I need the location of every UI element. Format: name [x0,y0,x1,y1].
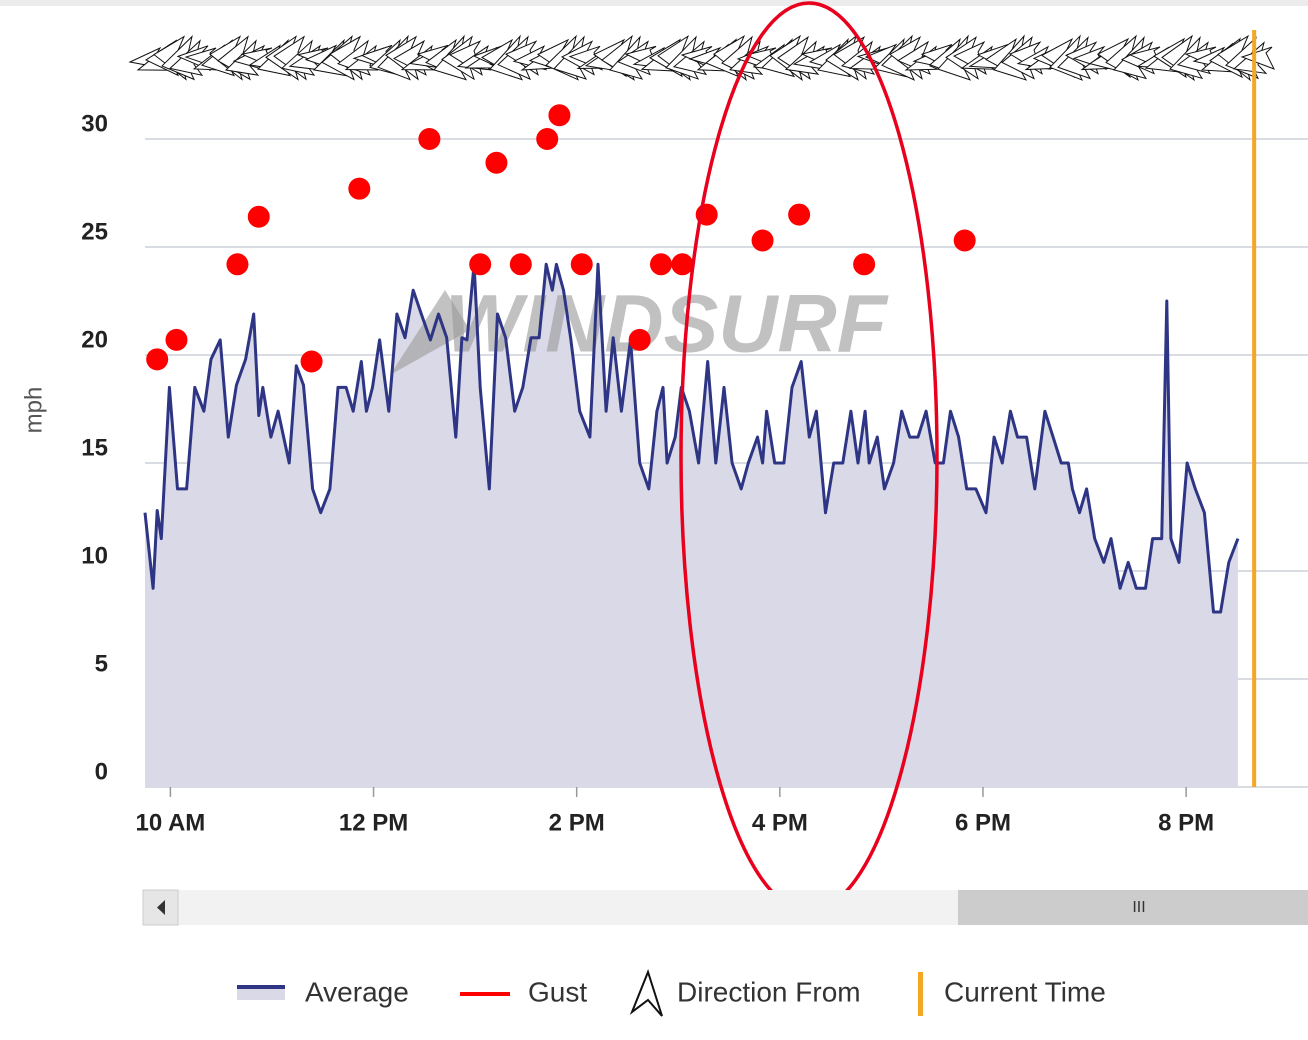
gust-point [509,253,532,276]
gust-point [485,151,508,174]
gust-point [418,128,441,150]
x-tick-label: 4 PM [752,809,808,836]
watermark: WINDSURF [445,279,889,370]
gust-point [247,205,270,228]
gust-point [536,128,559,150]
scroll-left-arrow [157,900,165,915]
gust-point [853,253,876,276]
gust-point [628,328,651,351]
x-tick-label: 10 AM [135,809,205,836]
y-axis-label: mph [20,387,47,434]
y-tick-label: 20 [81,326,108,353]
y-tick-label: 15 [81,434,108,461]
x-tick-label: 6 PM [955,809,1011,836]
legend-swatch-average[interactable] [237,986,285,1000]
scrollbar: III [142,889,1308,926]
gust-point [649,253,672,276]
legend: Average Gust Direction From Current Time [237,969,1106,1017]
direction-arrow [1240,46,1276,70]
scroll-thumb[interactable] [958,890,1308,925]
gust-point [548,104,571,127]
gust-point [671,253,694,276]
direction-arrows [128,34,1276,82]
y-tick-label: 30 [81,110,108,137]
gust-point [751,229,774,252]
y-tick-label: 0 [95,758,108,785]
watermark-shape [390,290,470,375]
legend-label[interactable]: Average [305,976,409,1007]
scroll-grip: III [1132,899,1145,916]
gust-point [348,177,371,200]
gust-point [300,350,323,373]
gust-point [570,253,593,276]
top-strip [0,0,1308,6]
legend-label[interactable]: Gust [528,976,587,1007]
legend-arrow-icon [629,969,663,1017]
legend-current-time [918,972,923,1016]
x-tick-label: 2 PM [549,809,605,836]
gust-point [953,229,976,252]
gust-point [469,253,492,276]
x-tick-label: 8 PM [1158,809,1214,836]
gust-point [146,348,169,371]
y-tick-label: 5 [95,650,108,677]
gust-point [226,253,249,276]
gust-point [788,203,811,226]
y-tick-label: 25 [81,218,108,245]
y-tick-label: 10 [81,542,108,569]
legend-label[interactable]: Direction From [677,976,861,1007]
plot: 0 5 10 15 20 25 30 10 AM 12 PM 2 PM 4 PM 6 PM 8 PM WI… [81,30,1308,836]
gust-point [165,328,188,351]
area-fill [145,264,1238,787]
x-tick-label: 12 PM [339,809,408,836]
legend-label[interactable]: Current Time [944,976,1106,1007]
